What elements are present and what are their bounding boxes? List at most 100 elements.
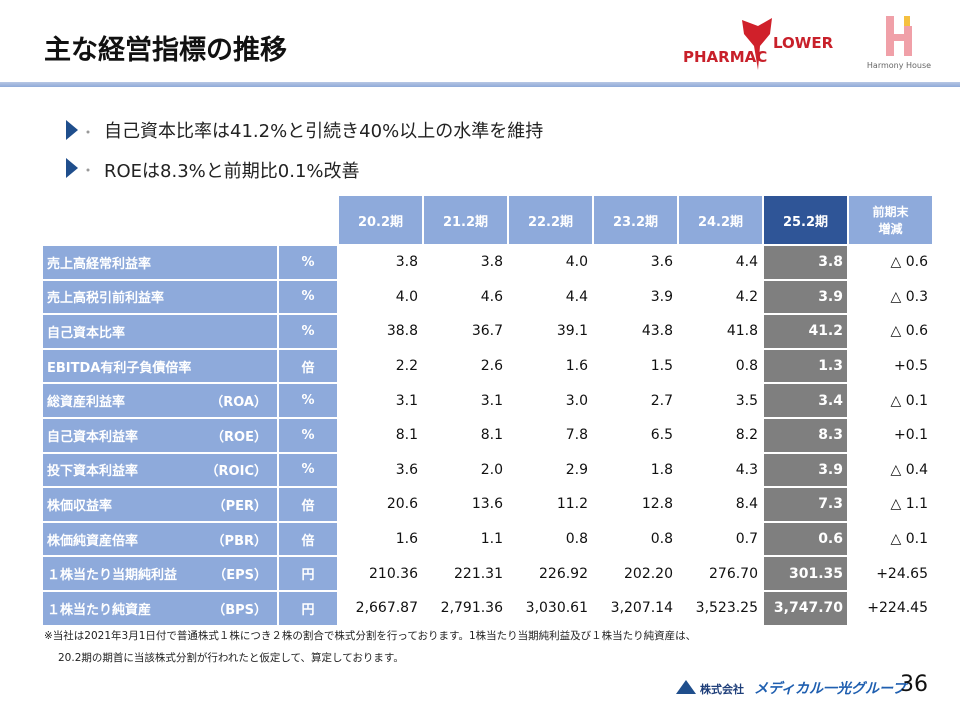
value-cell: 8.1 [338,418,423,453]
row-unit: 倍 [278,348,338,384]
value-cell: 4.4 [678,245,763,280]
value-cell: 2.2 [338,348,423,384]
value: 8.3 [818,427,843,444]
value: 4.6 [480,288,503,305]
value-cell: 3.1 [338,383,423,418]
value: 6.5 [650,427,673,444]
value: 1.8 [650,461,673,478]
value: 0.6 [818,531,843,548]
value-cell: 3,207.14 [593,591,678,626]
row-label: EBITDA有利子負債倍率 [42,348,278,384]
change-cell: +0.1 [848,418,933,453]
row-label: 投下資本利益率 （ROIC） [42,452,278,488]
value-cell: 38.8 [338,314,423,349]
column-header: 22.2期 [508,195,593,245]
column-header-text: 22.2期 [527,214,574,230]
change: △ 0.6 [890,254,928,271]
value: 3.4 [818,392,843,409]
value-cell: 8.1 [423,418,508,453]
value: 2.9 [565,461,588,478]
row-unit: % [278,452,338,488]
value: 36.7 [471,323,503,340]
row-label: １株当たり当期純利益 （EPS） [42,556,278,591]
row-label-text: EBITDA有利子負債倍率 [47,360,192,376]
bullet-icons [66,120,90,178]
value: 0.8 [735,358,758,375]
change-cell: △ 0.4 [848,452,933,488]
value-cell: 8.3 [763,418,848,453]
row-unit-text: 円 [301,568,315,584]
change: +0.1 [894,427,928,444]
value: 3.8 [818,254,843,271]
value-cell: 3.6 [338,452,423,488]
change-cell: △ 1.1 [848,487,933,522]
value-cell: 0.8 [678,348,763,384]
value-cell: 12.8 [593,487,678,522]
value: 4.3 [735,461,758,478]
row-label-text: １株当たり当期純利益 [47,568,178,584]
value: 11.2 [556,496,588,513]
value-cell: 3.9 [763,452,848,488]
change-cell: +0.5 [848,348,933,384]
value: 2.7 [650,392,673,409]
value: 3.1 [395,392,418,409]
value-cell: 8.4 [678,487,763,522]
change-cell: +24.65 [848,556,933,591]
change: △ 0.4 [890,461,928,478]
change-cell: △ 0.6 [848,314,933,349]
column-header: 前期末 増減 [848,195,933,245]
value-cell: 20.6 [338,487,423,522]
value: 210.36 [369,565,418,582]
value: 39.1 [556,323,588,340]
value: 3.6 [395,461,418,478]
row-unit-text: 倍 [301,498,315,514]
row-label-text: 売上高経常利益率 [47,256,152,272]
value-cell: 7.3 [763,487,848,522]
row-unit: % [278,383,338,418]
footnote: ※当社は2021年3月1日付で普通株式１株につき２株の割合で株式分割を行っており… [44,630,697,642]
value-cell: 1.3 [763,348,848,384]
value-cell: 3.8 [423,245,508,280]
value: 301.35 [788,565,843,582]
logo-flower [742,18,772,70]
value-cell: 2,667.87 [338,591,423,626]
row-label: 株価収益率 （PER） [42,487,278,522]
value: 202.20 [624,565,673,582]
change: +224.45 [867,600,928,617]
header-rule [0,82,960,87]
value: 4.4 [735,254,758,271]
value-cell: 3.9 [763,279,848,315]
value-cell: 13.6 [423,487,508,522]
value: 276.70 [709,565,758,582]
value: 1.6 [565,358,588,375]
column-header: 24.2期 [678,195,763,245]
value: 4.4 [565,288,588,305]
value: 43.8 [641,323,673,340]
row-label-text: 売上高税引前利益率 [47,291,165,307]
value-cell: 4.0 [508,245,593,280]
value-cell: 276.70 [678,556,763,591]
value-cell: 2.0 [423,452,508,488]
value: 2,791.36 [440,600,503,617]
value: 3.8 [480,254,503,271]
value: 3.1 [480,392,503,409]
change: △ 1.1 [890,496,928,513]
footnote: 20.2期の期首に当該株式分割が行われたと仮定して、算定しております。 [58,652,404,664]
value: 2,667.87 [355,600,418,617]
row-unit: % [278,314,338,349]
row-unit-text: % [301,289,315,305]
column-header-text: 23.2期 [612,214,659,230]
row-unit-text: % [301,323,315,339]
column-header-text: 25.2期 [782,214,829,230]
value: 12.8 [641,496,673,513]
bullet: 自己資本比率は41.2%と引続き40%以上の水準を維持 [104,121,544,142]
value: 3.9 [650,288,673,305]
row-abbr: （PER） [212,498,267,514]
column-header-text: 前期末 [872,205,909,219]
row-label-text: 自己資本利益率 [47,429,139,445]
change: △ 0.1 [890,392,928,409]
column-header-text: 20.2期 [357,214,404,230]
change-cell: △ 0.1 [848,521,933,557]
value-cell: 41.8 [678,314,763,349]
value-cell: 3,030.61 [508,591,593,626]
